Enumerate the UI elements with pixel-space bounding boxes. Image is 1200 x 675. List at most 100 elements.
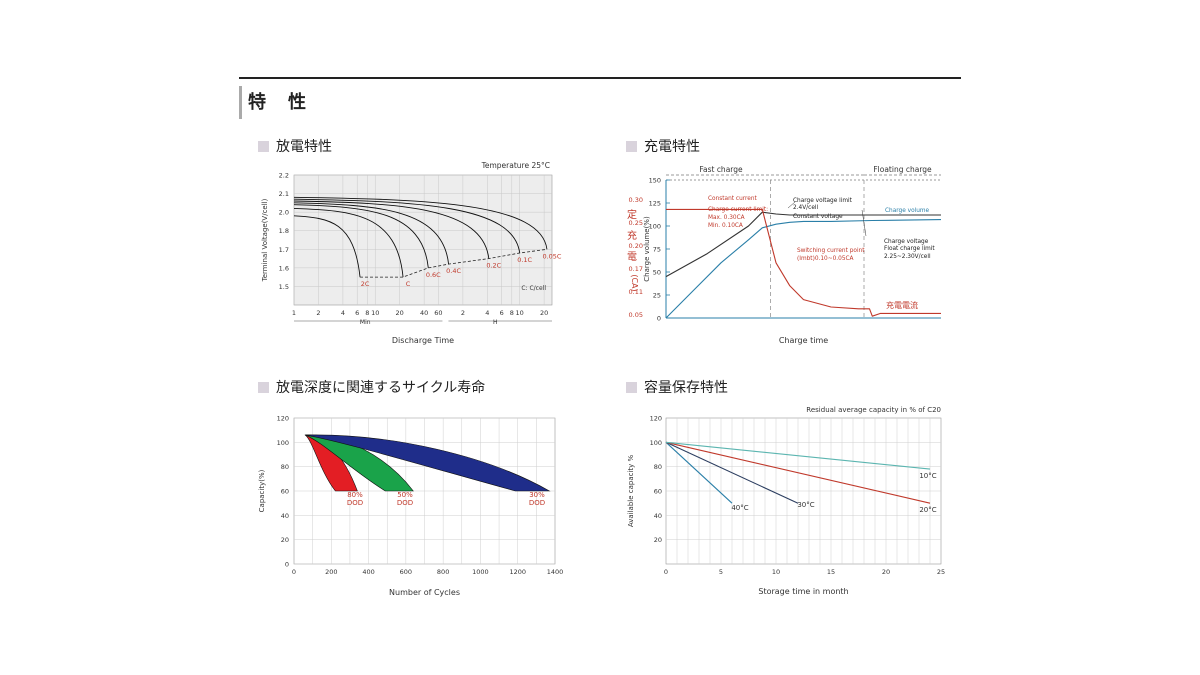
y-tick-label: 60: [654, 488, 662, 496]
x-axis-label: Storage time in month: [758, 587, 848, 596]
series-label: C: [406, 280, 411, 288]
x-tick-label: 15: [827, 568, 835, 576]
series-label: 0.6C: [426, 271, 441, 279]
series-line: [665, 441, 931, 470]
series-label: 80%: [347, 491, 363, 499]
x-tick-label: 40: [420, 309, 428, 317]
series-label: 0.2C: [486, 262, 501, 270]
series-curve: [293, 207, 404, 278]
y-axis-label: Charge volume(%): [643, 216, 651, 282]
x-tick-label: 5: [719, 568, 723, 576]
annotation-text: Constant voltage: [793, 214, 843, 220]
phase-label-floating: Floating charge: [873, 165, 932, 174]
y-tick-label: 1.8: [279, 227, 289, 235]
y-tick-label: 120: [650, 415, 662, 423]
series-curve: [293, 204, 429, 268]
annotation-text: Charge voltage: [884, 239, 929, 245]
series-line: [665, 219, 942, 319]
annotation-text: 充電電流: [886, 300, 918, 310]
x-tick-label: 60: [434, 309, 442, 317]
y-tick-label: 1.6: [279, 264, 289, 272]
y-tick-label: 2.0: [279, 209, 289, 217]
x-group-label-h: H: [493, 319, 498, 326]
annotation-text: Float charge limit: [884, 246, 935, 252]
y-tick-label: 1.5: [279, 283, 289, 291]
square-bullet-icon: [626, 141, 637, 152]
y-tick-label: 120: [277, 415, 289, 423]
y-tick-label: 20: [281, 536, 289, 544]
series-label: DOD: [347, 499, 363, 507]
series-curve: [293, 215, 361, 278]
series-label: 30°C: [797, 501, 814, 509]
x-tick-label: 1400: [547, 568, 564, 576]
x-tick-label: 1200: [509, 568, 526, 576]
section-label-charge: 充電特性: [626, 136, 700, 156]
x-tick-label: 1: [292, 309, 296, 317]
top-divider: [239, 77, 961, 79]
series-curve: [293, 200, 490, 259]
x-tick-label: 4: [341, 309, 345, 317]
y-tick-label: 100: [650, 439, 662, 447]
annotation-text: Charge current limit:: [708, 207, 768, 213]
x-tick-label: 20: [396, 309, 404, 317]
x-tick-label: 200: [325, 568, 337, 576]
series-label: 0.1C: [517, 256, 532, 264]
x-tick-label: 6: [500, 309, 504, 317]
square-bullet-icon: [626, 382, 637, 393]
y-tick-label-current: 0.17: [629, 265, 643, 273]
series-curve: [293, 198, 521, 254]
x-tick-label: 0: [292, 568, 296, 576]
series-label: 20°C: [919, 506, 936, 514]
series-curve: [293, 196, 548, 250]
section-label-text: 容量保存特性: [644, 380, 728, 396]
x-tick-label: 8: [365, 309, 369, 317]
series-label: 0.4C: [446, 267, 461, 275]
annotation-text: Constant current: [708, 196, 758, 202]
x-tick-label: 25: [937, 568, 945, 576]
left-axis-label-unit: (CA): [630, 274, 639, 291]
x-tick-label: 800: [437, 568, 449, 576]
y-axis-label: Available capacity %: [627, 454, 635, 527]
y-tick-label: 40: [654, 512, 662, 520]
y-tick-label: 40: [281, 512, 289, 520]
annotation-text: Charge voltage limit: [793, 198, 853, 204]
annotation-text: Min. 0.10CA: [708, 223, 743, 229]
annotation-text: Switching current point: [797, 248, 865, 254]
x-tick-label: 4: [485, 309, 489, 317]
section-label-storage: 容量保存特性: [626, 377, 728, 397]
annotation-text: 2.4V/cell: [793, 205, 819, 211]
x-tick-label: 1000: [472, 568, 489, 576]
x-tick-label: 2: [461, 309, 465, 317]
y-tick-label: 20: [654, 536, 662, 544]
y-tick-label-current: 0.11: [629, 288, 643, 296]
series-line: [665, 441, 733, 504]
y-tick-label-volume: 150: [649, 177, 661, 185]
series-line: [665, 441, 799, 504]
series-label: DOD: [397, 499, 413, 507]
series-label: 50%: [397, 491, 413, 499]
y-tick-label: 1.7: [279, 246, 289, 254]
annotation-text: Max. 0.30CA: [708, 215, 745, 221]
series-label: 10°C: [919, 472, 936, 480]
annotation-leader: [787, 201, 796, 209]
y-tick-label-volume: 125: [649, 200, 661, 208]
x-tick-label: 20: [540, 309, 548, 317]
left-axis-label-char: 電: [627, 251, 637, 263]
series-line: [666, 208, 941, 317]
series-label: 30%: [529, 491, 545, 499]
section-label-cycle: 放電深度に関連するサイクル寿命: [258, 377, 485, 397]
y-tick-label-current: 0.05: [629, 311, 643, 319]
y-tick-label-volume: 100: [649, 223, 661, 231]
page-title: 特 性: [248, 92, 308, 113]
x-tick-label: 20: [882, 568, 890, 576]
series-label: DOD: [529, 499, 545, 507]
series-label: 2C: [361, 280, 370, 288]
series-line: [665, 211, 941, 278]
y-tick-label-volume: 25: [653, 292, 661, 300]
x-tick-label: 0: [664, 568, 668, 576]
series-label: 40°C: [731, 504, 748, 512]
y-tick-label: 80: [654, 463, 662, 471]
header-accent-bar: [239, 86, 242, 119]
